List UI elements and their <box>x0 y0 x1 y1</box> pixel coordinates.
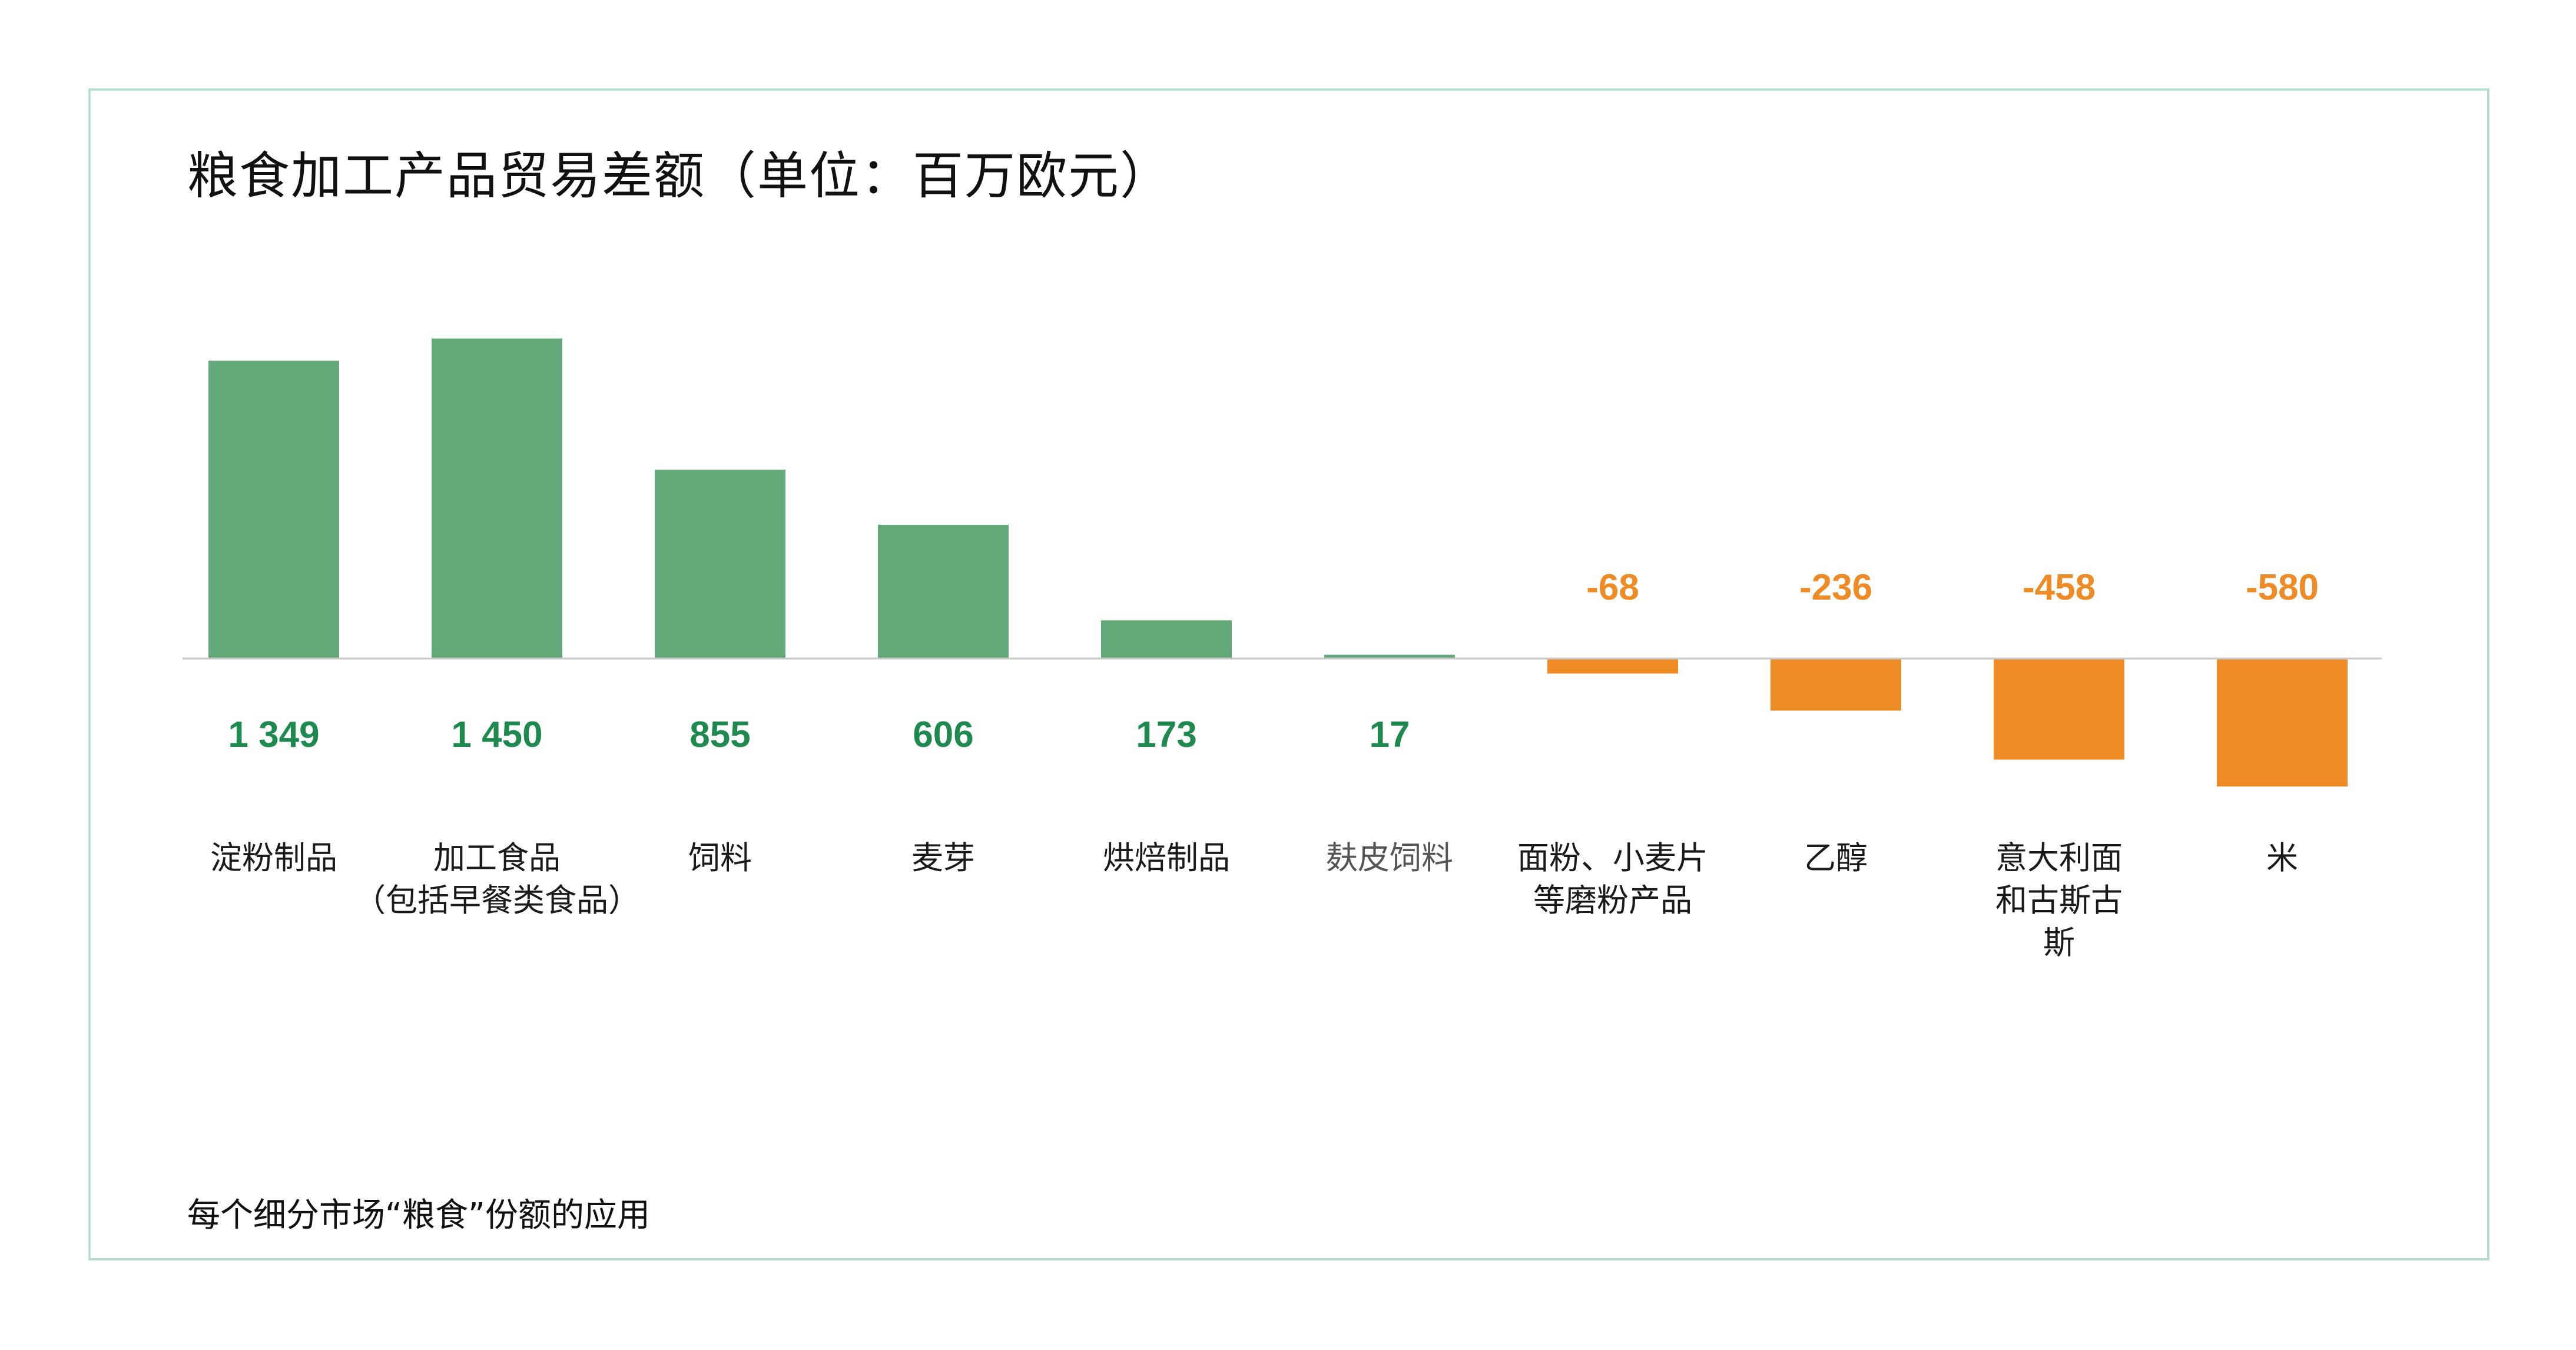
category-label-1: 淀粉制品 <box>210 839 337 876</box>
category-labels-group: 淀粉制品 加工食品 （包括早餐类食品） 饲料 麦芽 烘焙制品 麸皮饲料 面粉、小麦片等磨粉产品… <box>210 839 2298 961</box>
bar-6 <box>1324 654 1455 659</box>
bar-4 <box>878 524 1009 659</box>
value-labels-group: 1 349 1 450 855 606 173 17 -68 -236 -458 -580 <box>228 567 2319 755</box>
category-label-4: 麦芽 <box>911 839 975 876</box>
bar-9 <box>1994 659 2124 760</box>
value-label-3: 855 <box>689 714 750 755</box>
bar-7 <box>1547 659 1678 674</box>
category-label-7-line-2: 等磨粉产品 <box>1533 882 1692 919</box>
value-label-1: 1 349 <box>228 714 319 755</box>
bar-5 <box>1101 620 1232 659</box>
value-label-5: 173 <box>1136 714 1196 755</box>
value-label-10: -580 <box>2246 567 2319 608</box>
bar-1 <box>208 360 339 659</box>
category-label-7-line-1: 面粉、小麦片 <box>1517 839 1708 876</box>
bar-8 <box>1771 659 1901 711</box>
category-label-10: 米 <box>2266 839 2298 876</box>
category-label-2-line-2: （包括早餐类食品） <box>354 882 640 919</box>
chart-title: 粮食加工产品贸易差额（单位：百万欧元） <box>187 147 1172 206</box>
value-label-2: 1 450 <box>451 714 542 755</box>
category-label-9-line-3: 斯 <box>2043 924 2075 961</box>
category-label-3: 饲料 <box>688 839 752 876</box>
value-label-6: 17 <box>1370 714 1410 755</box>
category-label-2-line-1: 加工食品 <box>433 839 561 876</box>
value-label-8: -236 <box>1799 567 1872 608</box>
category-label-6: 麸皮饲料 <box>1326 839 1453 876</box>
category-label-9-line-2: 和古斯古 <box>1995 882 2123 919</box>
value-label-4: 606 <box>913 714 973 755</box>
value-label-9: -458 <box>2023 567 2096 608</box>
category-label-9-line-1: 意大利面 <box>1995 839 2123 876</box>
bar-2 <box>432 338 562 659</box>
bar-3 <box>655 469 785 659</box>
chart-frame <box>88 88 2489 1260</box>
category-label-5: 烘焙制品 <box>1103 839 1230 876</box>
category-label-8: 乙醇 <box>1804 839 1868 876</box>
footnote: 每个细分市场“粮食”份额的应用 <box>187 1196 651 1235</box>
value-label-7: -68 <box>1586 567 1639 608</box>
bars-group <box>208 338 2348 787</box>
bar-10 <box>2217 659 2348 787</box>
